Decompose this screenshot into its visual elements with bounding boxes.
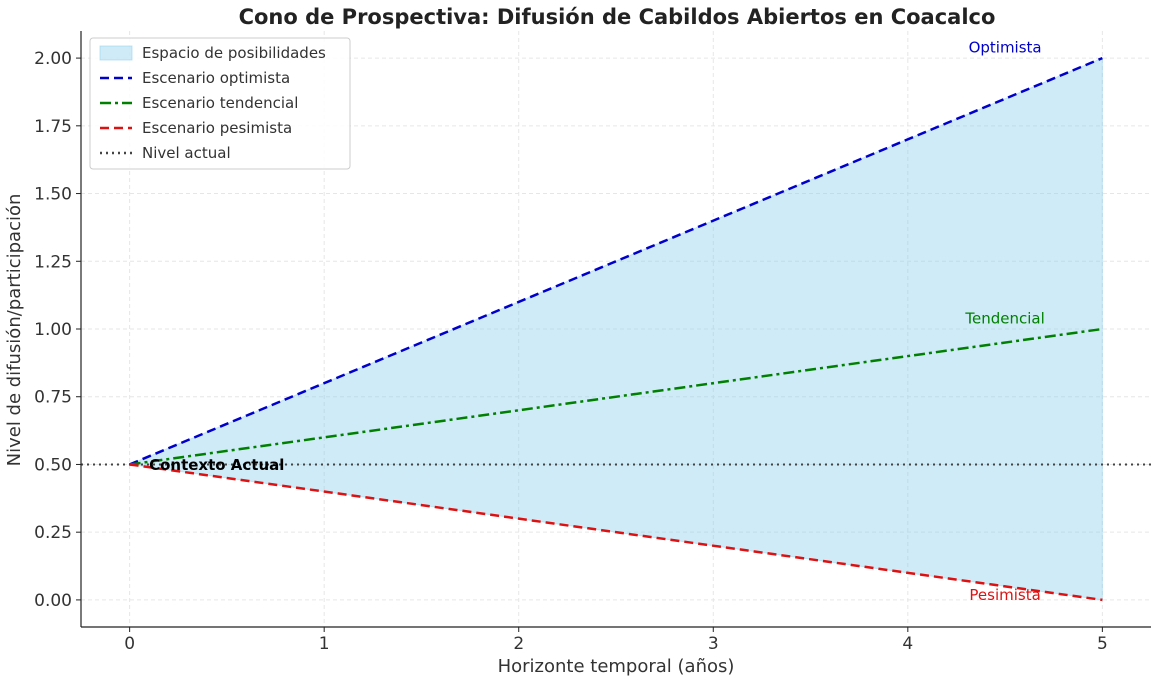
x-tick-label: 0 bbox=[124, 634, 135, 654]
y-tick-label: 1.50 bbox=[34, 185, 72, 205]
y-tick-label: 0.00 bbox=[34, 591, 72, 611]
legend-label: Escenario tendencial bbox=[142, 94, 298, 112]
chart-title: Cono de Prospectiva: Difusión de Cabildo… bbox=[239, 5, 996, 29]
legend-swatch bbox=[100, 46, 132, 60]
y-tick-label: 2.00 bbox=[34, 49, 72, 69]
legend-label: Escenario optimista bbox=[142, 69, 290, 87]
legend-label: Escenario pesimista bbox=[142, 119, 292, 137]
y-tick-label: 0.75 bbox=[34, 388, 72, 408]
y-tick-label: 0.50 bbox=[34, 455, 72, 475]
y-tick-label: 0.25 bbox=[34, 523, 72, 543]
pessimistic-annotation: Pesimista bbox=[969, 586, 1040, 604]
x-tick-label: 4 bbox=[902, 634, 913, 654]
legend: Espacio de posibilidades Escenario optimi… bbox=[90, 38, 350, 169]
trend-annotation: Tendencial bbox=[964, 310, 1044, 328]
y-tick-label: 1.75 bbox=[34, 117, 72, 137]
x-tick-label: 3 bbox=[708, 634, 719, 654]
y-tick-label: 1.00 bbox=[34, 320, 72, 340]
x-tick-label: 5 bbox=[1097, 634, 1108, 654]
x-axis-label: Horizonte temporal (años) bbox=[498, 656, 735, 677]
y-axis-label: Nivel de difusión/participación bbox=[4, 194, 25, 467]
optimistic-annotation: Optimista bbox=[969, 39, 1042, 57]
legend-label: Espacio de posibilidades bbox=[142, 44, 326, 62]
x-tick-label: 2 bbox=[513, 634, 524, 654]
x-tick-label: 1 bbox=[319, 634, 330, 654]
legend-label: Nivel actual bbox=[142, 144, 231, 162]
current-context-annotation: Contexto Actual bbox=[149, 456, 284, 474]
y-tick-label: 1.25 bbox=[34, 252, 72, 272]
